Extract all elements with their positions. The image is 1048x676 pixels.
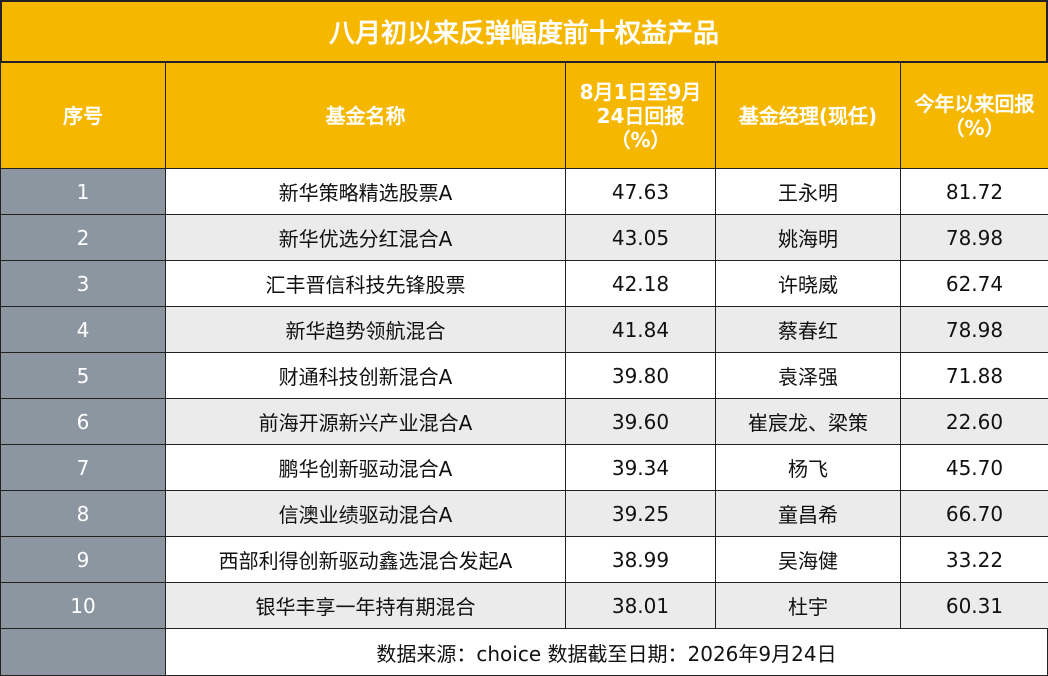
table-cell: 41.84 [565,306,716,353]
row-index: 5 [0,352,166,399]
header-cell: 基金名称 [165,62,566,169]
row-index: 9 [0,536,166,583]
table-cell: 33.22 [900,536,1048,583]
row-index: 10 [0,582,166,629]
table-cell: 71.88 [900,352,1048,399]
row-index: 2 [0,214,166,261]
table-cell: 童昌希 [715,490,901,537]
table-cell: 汇丰晋信科技先锋股票 [165,260,566,307]
table-cell: 42.18 [565,260,716,307]
table-cell: 47.63 [565,168,716,215]
table-cell: 财通科技创新混合A [165,352,566,399]
table-cell: 新华趋势领航混合 [165,306,566,353]
table-cell: 78.98 [900,306,1048,353]
table-cell: 45.70 [900,444,1048,491]
table-cell: 39.25 [565,490,716,537]
header-cell: 基金经理(现任) [715,62,901,169]
table-cell: 38.01 [565,582,716,629]
table-cell: 蔡春红 [715,306,901,353]
footer-side [0,628,166,676]
table-cell: 39.34 [565,444,716,491]
table-cell: 许晓威 [715,260,901,307]
row-index: 4 [0,306,166,353]
table-cell: 崔宸龙、梁策 [715,398,901,445]
table-cell: 38.99 [565,536,716,583]
table-cell: 43.05 [565,214,716,261]
table-footer: 数据来源：choice 数据截至日期：2026年9月24日 [165,628,1048,676]
table-cell: 新华策略精选股票A [165,168,566,215]
header-cell: 今年以来回报（%） [900,62,1048,169]
table-cell: 姚海明 [715,214,901,261]
row-index: 1 [0,168,166,215]
row-index: 6 [0,398,166,445]
table-cell: 66.70 [900,490,1048,537]
row-index: 7 [0,444,166,491]
table-cell: 新华优选分红混合A [165,214,566,261]
table-cell: 吴海健 [715,536,901,583]
header-cell: 8月1日至9月24日回报（%） [565,62,716,169]
table-cell: 60.31 [900,582,1048,629]
table-cell: 78.98 [900,214,1048,261]
row-index: 3 [0,260,166,307]
header-cell: 序号 [0,62,166,169]
table-cell: 杜宇 [715,582,901,629]
table-title: 八月初以来反弹幅度前十权益产品 [0,0,1048,63]
table-cell: 22.60 [900,398,1048,445]
row-index: 8 [0,490,166,537]
table-cell: 信澳业绩驱动混合A [165,490,566,537]
table-cell: 袁泽强 [715,352,901,399]
table-cell: 鹏华创新驱动混合A [165,444,566,491]
table-cell: 39.80 [565,352,716,399]
table-cell: 西部利得创新驱动鑫选混合发起A [165,536,566,583]
table-cell: 81.72 [900,168,1048,215]
table-cell: 王永明 [715,168,901,215]
table-cell: 银华丰享一年持有期混合 [165,582,566,629]
table-cell: 62.74 [900,260,1048,307]
table-cell: 前海开源新兴产业混合A [165,398,566,445]
table-cell: 杨飞 [715,444,901,491]
table-cell: 39.60 [565,398,716,445]
